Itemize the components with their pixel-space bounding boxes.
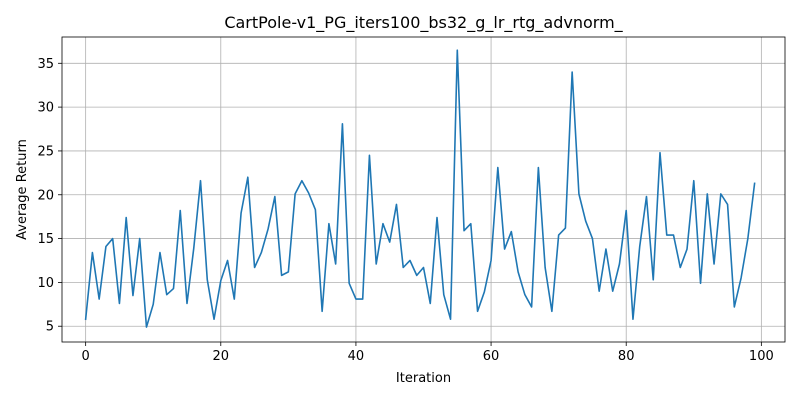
- x-tick-label: 80: [618, 349, 635, 364]
- plot-frame: [61, 36, 786, 343]
- x-axis: 0 20 40 60 80 100: [82, 342, 774, 364]
- x-tick-label: 60: [483, 349, 500, 364]
- y-tick-label: 30: [37, 101, 54, 116]
- x-tick-label: 40: [348, 349, 365, 364]
- x-axis-title: Iteration: [396, 371, 451, 386]
- y-axis: 5 10 15 20 25 30 35: [37, 57, 62, 335]
- chart-title: CartPole-v1_PG_iters100_bs32_g_lr_rtg_ad…: [224, 13, 623, 33]
- y-axis-title: Average Return: [15, 139, 30, 240]
- x-tick-label: 0: [82, 349, 90, 364]
- data-layer: [84, 49, 756, 328]
- series-line-0: [84, 49, 756, 328]
- y-tick-label: 25: [37, 144, 54, 159]
- grid-lines: [62, 37, 785, 342]
- x-tick-label: 20: [213, 349, 230, 364]
- y-tick-label: 5: [46, 320, 54, 335]
- x-tick-label: 100: [749, 349, 774, 364]
- y-tick-label: 15: [37, 232, 54, 247]
- y-tick-label: 10: [37, 276, 54, 291]
- y-tick-label: 20: [37, 188, 54, 203]
- y-tick-label: 35: [37, 57, 54, 72]
